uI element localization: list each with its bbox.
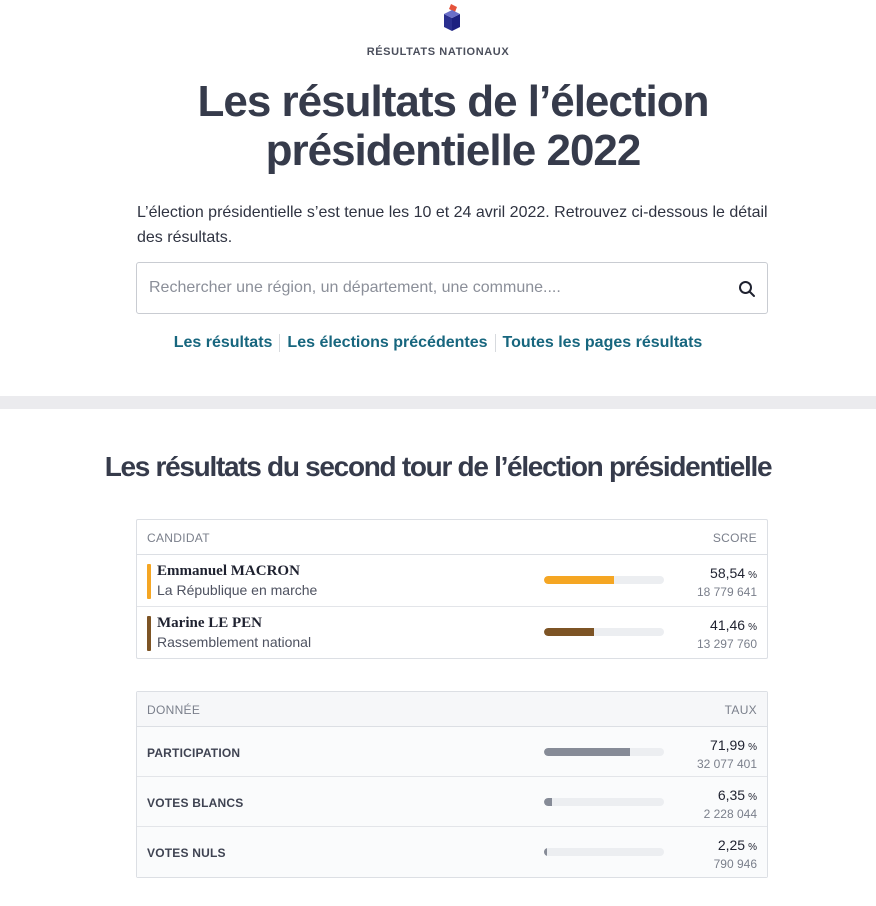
- score-percent: 58,54%: [710, 565, 757, 581]
- search-box: [136, 262, 768, 314]
- rate-bar-fill: [544, 798, 552, 806]
- section-title: Les résultats du second tour de l’électi…: [104, 451, 773, 482]
- column-header-score: SCORE: [712, 531, 757, 545]
- candidate-name: Emmanuel MACRON: [157, 563, 300, 579]
- candidate-party: Rassemblement national: [157, 634, 312, 650]
- turnout-table-header: DONNÉE TAUX: [137, 692, 767, 727]
- score-bar: [544, 576, 664, 584]
- page-kicker: RÉSULTATS NATIONAUX: [366, 46, 510, 58]
- candidate-color-marker: [147, 616, 151, 651]
- data-count: 2 228 044: [703, 807, 757, 821]
- vote-count: 13 297 760: [696, 637, 757, 651]
- link-previous-elections[interactable]: Les élections précédentes: [287, 334, 488, 351]
- score-bar: [544, 628, 664, 636]
- data-label: VOTES BLANCS: [147, 796, 244, 810]
- data-count: 32 077 401: [696, 757, 757, 771]
- candidate-name: Marine LE PEN: [157, 615, 262, 631]
- nav-separator: [494, 333, 496, 352]
- candidate-party: La République en marche: [157, 582, 318, 598]
- candidate-row-le-pen[interactable]: Marine LE PEN Rassemblement national 41,…: [137, 607, 767, 659]
- vote-count: 18 779 641: [696, 585, 757, 599]
- rate-percent: 2,25%: [717, 837, 757, 853]
- nav-separator: [279, 333, 281, 352]
- data-row-participation: PARTICIPATION 71,99% 32 077 401: [137, 727, 767, 777]
- section-divider: [0, 396, 876, 409]
- candidate-color-marker: [147, 564, 151, 599]
- column-header-data: DONNÉE: [147, 703, 201, 717]
- rate-percent: 71,99%: [710, 737, 757, 753]
- data-row-blank-votes: VOTES BLANCS 6,35% 2 228 044: [137, 777, 767, 827]
- intro-text: L’élection présidentielle s’est tenue le…: [137, 204, 768, 246]
- link-all-result-pages[interactable]: Toutes les pages résultats: [502, 334, 703, 351]
- rate-bar-fill: [544, 848, 547, 856]
- page-title-line2: présidentielle 2022: [265, 126, 642, 175]
- data-count: 790 946: [713, 857, 757, 871]
- rate-bar: [544, 748, 664, 756]
- column-header-candidate: CANDIDAT: [147, 531, 210, 545]
- candidates-table-header: CANDIDAT SCORE: [137, 520, 767, 555]
- turnout-table: DONNÉE TAUX PARTICIPATION 71,99% 32 077 …: [136, 691, 768, 878]
- data-row-null-votes: VOTES NULS 2,25% 790 946: [137, 827, 767, 877]
- rate-bar: [544, 798, 664, 806]
- logo-ballot-box-icon: [444, 4, 460, 31]
- score-bar-fill: [544, 576, 615, 584]
- score-percent: 41,46%: [710, 617, 757, 633]
- link-results[interactable]: Les résultats: [173, 334, 273, 351]
- page-title: Les résultats de l’élection présidentiel…: [138, 77, 768, 175]
- candidates-table: CANDIDAT SCORE Emmanuel MACRON La Républ…: [136, 519, 768, 659]
- rate-bar: [544, 848, 664, 856]
- data-label: VOTES NULS: [147, 846, 226, 860]
- candidate-row-macron[interactable]: Emmanuel MACRON La République en marche …: [137, 555, 767, 607]
- search-input[interactable]: [149, 263, 719, 313]
- data-label: PARTICIPATION: [147, 746, 241, 760]
- score-bar-fill: [544, 628, 594, 636]
- page-title-line1: Les résultats de l’élection: [197, 77, 710, 126]
- column-header-rate: TAUX: [724, 703, 757, 717]
- rate-percent: 6,35%: [717, 787, 757, 803]
- search-icon[interactable]: [738, 280, 756, 298]
- results-nav: Les résultats Les élections précédentes To…: [0, 333, 876, 353]
- rate-bar-fill: [544, 748, 631, 756]
